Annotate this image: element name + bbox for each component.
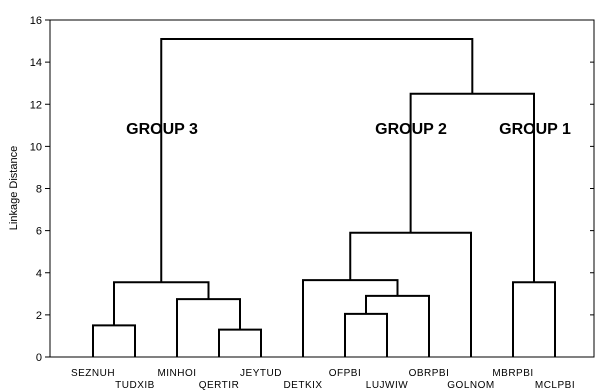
leaf-label: SEZNUH — [71, 368, 115, 379]
dendrogram-links — [92, 37, 556, 357]
merge-link — [512, 281, 556, 357]
merge-link — [92, 324, 136, 357]
y-axis-title: Linkage Distance — [8, 146, 20, 230]
merge-link — [160, 37, 474, 283]
leaf-label: MBRPBI — [492, 368, 533, 379]
leaf-label: MINHOI — [157, 368, 196, 379]
merge-link — [176, 298, 241, 357]
leaf-label: OFPBI — [329, 368, 362, 379]
y-tick-label: 16 — [30, 15, 42, 27]
merge-link — [113, 281, 210, 326]
merge-link — [365, 294, 430, 357]
merge-link — [344, 312, 388, 357]
y-tick-label: 2 — [36, 310, 42, 322]
leaf-label: JEYTUD — [240, 368, 282, 379]
merge-link — [409, 92, 535, 283]
leaf-label: TUDXIB — [115, 380, 155, 391]
y-tick-label: 8 — [36, 184, 42, 196]
leaf-label: GOLNOM — [447, 380, 494, 391]
y-tick-label: 14 — [30, 57, 42, 69]
merge-link — [218, 328, 262, 357]
leaf-label: MCLPBI — [535, 380, 575, 391]
y-tick-label: 6 — [36, 226, 42, 238]
leaf-label: QERTIR — [199, 380, 240, 391]
group-annotations: GROUP 3 GROUP 2 GROUP 1 — [126, 121, 571, 138]
leaf-label: DETKIX — [283, 380, 322, 391]
leaf-label: LUJWIW — [366, 380, 409, 391]
y-tick-label: 4 — [36, 268, 42, 280]
merge-link — [302, 279, 399, 357]
group-label: GROUP 1 — [499, 121, 571, 138]
merge-link — [349, 231, 472, 357]
y-tick-label: 10 — [30, 141, 42, 153]
group-label: GROUP 2 — [375, 121, 447, 138]
y-tick-label: 12 — [30, 99, 42, 111]
group-label: GROUP 3 — [126, 121, 198, 138]
y-axis: 0 2 4 6 8 10 12 14 16 — [30, 15, 594, 364]
leaf-label: OBRPBI — [409, 368, 450, 379]
y-tick-label: 0 — [36, 352, 42, 364]
